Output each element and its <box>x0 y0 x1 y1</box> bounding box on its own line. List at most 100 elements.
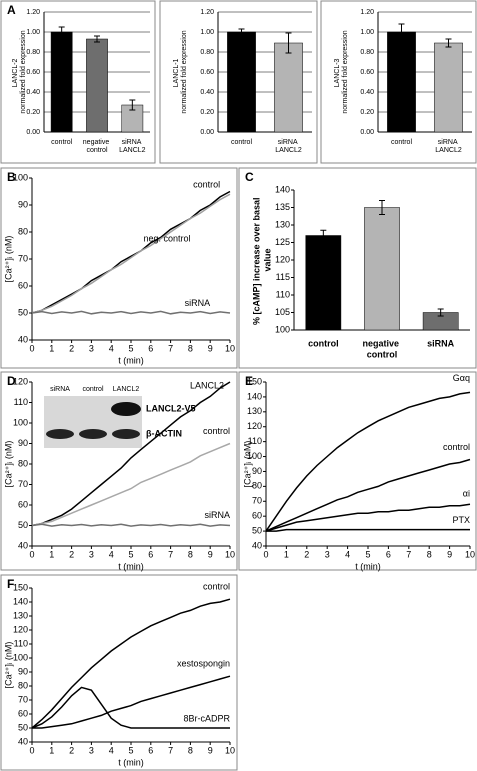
y-tick-label: 0.20 <box>200 109 214 116</box>
y-tick-label: 0.60 <box>26 69 40 76</box>
x-tick-label: 2 <box>69 549 74 559</box>
y-tick-label: 0.40 <box>26 89 40 96</box>
series-label: PTX <box>452 515 470 525</box>
y-tick-label: 130 <box>13 610 28 620</box>
x-tick-label: control <box>308 338 339 348</box>
y-tick-label: 70 <box>18 479 28 489</box>
bar <box>434 42 463 133</box>
y-axis-label: [Ca²⁺]ᵢ (nM) <box>3 642 13 689</box>
y-tick-label: 140 <box>13 596 28 606</box>
y-tick-label: 0.20 <box>26 109 40 116</box>
error-bar <box>379 200 385 215</box>
y-tick-label: 100 <box>13 417 28 427</box>
x-tick-label: 10 <box>225 549 235 559</box>
v5-band <box>111 402 141 416</box>
blot-lane-label: control <box>82 386 103 393</box>
y-tick-label: 0.20 <box>360 109 374 116</box>
x-tick-label: 7 <box>168 343 173 353</box>
y-tick-label: 115 <box>276 272 290 282</box>
y-tick-label: 90 <box>18 199 28 209</box>
x-axis-label: t (min) <box>118 355 144 365</box>
bar <box>387 31 416 133</box>
y-tick-label: 110 <box>248 436 262 446</box>
y-tick-label: 60 <box>252 511 262 521</box>
x-tick-label: 4 <box>109 745 114 755</box>
line-series <box>32 675 231 729</box>
error-bar <box>398 23 405 41</box>
x-tick-label: 1 <box>284 549 289 559</box>
y-tick-label: 120 <box>275 254 290 264</box>
line-series <box>31 310 231 315</box>
x-tick-label: 0 <box>29 549 34 559</box>
y-tick-label: 90 <box>252 466 262 476</box>
panel-frame <box>320 0 477 164</box>
blot-band-label: LANCL2-V5 <box>146 403 196 413</box>
y-tick-label: 0.80 <box>360 49 374 56</box>
x-tick-label: 0 <box>29 745 34 755</box>
y-tick-label: 140 <box>247 391 262 401</box>
y-tick-label: 125 <box>275 237 290 247</box>
y-tick-label: 100 <box>247 451 262 461</box>
x-tick-label: 2 <box>69 745 74 755</box>
series-label: control <box>203 582 230 592</box>
x-tick-label: 6 <box>148 549 153 559</box>
error-bar <box>238 28 245 36</box>
y-tick-label: 100 <box>13 652 28 662</box>
x-tick-label: 5 <box>365 549 370 559</box>
series-label: control <box>443 442 470 452</box>
error-bar <box>437 308 444 317</box>
y-tick-label: 135 <box>275 202 290 212</box>
series-label: αi <box>463 489 470 499</box>
x-tick-label: 0 <box>263 549 268 559</box>
bar <box>86 38 108 133</box>
y-tick-label: 0.80 <box>200 49 214 56</box>
series-label: control <box>203 426 230 436</box>
actin-band <box>112 429 140 439</box>
y-tick-label: 70 <box>252 496 262 506</box>
panel-label: E <box>245 374 253 388</box>
y-tick-label: 80 <box>18 680 28 690</box>
y-tick-label: 100 <box>275 324 290 334</box>
x-tick-label: control <box>391 139 412 146</box>
actin-band <box>79 429 107 439</box>
y-tick-label: 120 <box>13 624 28 634</box>
x-tick-label: negative control <box>83 139 111 154</box>
x-tick-label: 7 <box>168 745 173 755</box>
bar <box>364 207 400 331</box>
bar <box>274 42 303 133</box>
x-tick-label: 6 <box>386 549 391 559</box>
y-tick-label: 1.20 <box>200 9 214 16</box>
error-bar <box>445 38 452 48</box>
bar <box>50 31 73 133</box>
y-axis-label: LANCL-2 normalized fold expression <box>12 30 27 113</box>
y-tick-label: 50 <box>252 525 262 535</box>
line-series <box>31 523 231 527</box>
y-tick-label: 0.60 <box>360 69 374 76</box>
y-tick-label: 150 <box>13 582 28 592</box>
line-series <box>31 442 231 527</box>
x-tick-label: 5 <box>128 745 133 755</box>
x-tick-label: 8 <box>188 745 193 755</box>
panel-label: C <box>245 170 254 184</box>
line-series <box>265 503 471 532</box>
y-axis-label: [Ca²⁺]ᵢ (nM) <box>3 441 13 488</box>
line-series <box>31 190 231 314</box>
line-series <box>31 598 231 729</box>
y-tick-label: 0.40 <box>360 89 374 96</box>
y-tick-label: 1.00 <box>26 29 40 36</box>
y-tick-label: 70 <box>18 253 28 263</box>
x-tick-label: 4 <box>345 549 350 559</box>
series-label: control <box>193 179 220 189</box>
error-bar <box>320 229 327 242</box>
actin-band <box>46 429 74 439</box>
y-tick-label: 0.40 <box>200 89 214 96</box>
x-tick-label: 9 <box>208 343 213 353</box>
y-tick-label: 105 <box>275 307 290 317</box>
y-tick-label: 130 <box>275 219 290 229</box>
y-tick-label: 70 <box>18 694 28 704</box>
y-tick-label: 50 <box>18 307 28 317</box>
y-tick-label: 80 <box>18 458 28 468</box>
x-tick-label: 1 <box>49 549 54 559</box>
x-tick-label: 8 <box>188 343 193 353</box>
